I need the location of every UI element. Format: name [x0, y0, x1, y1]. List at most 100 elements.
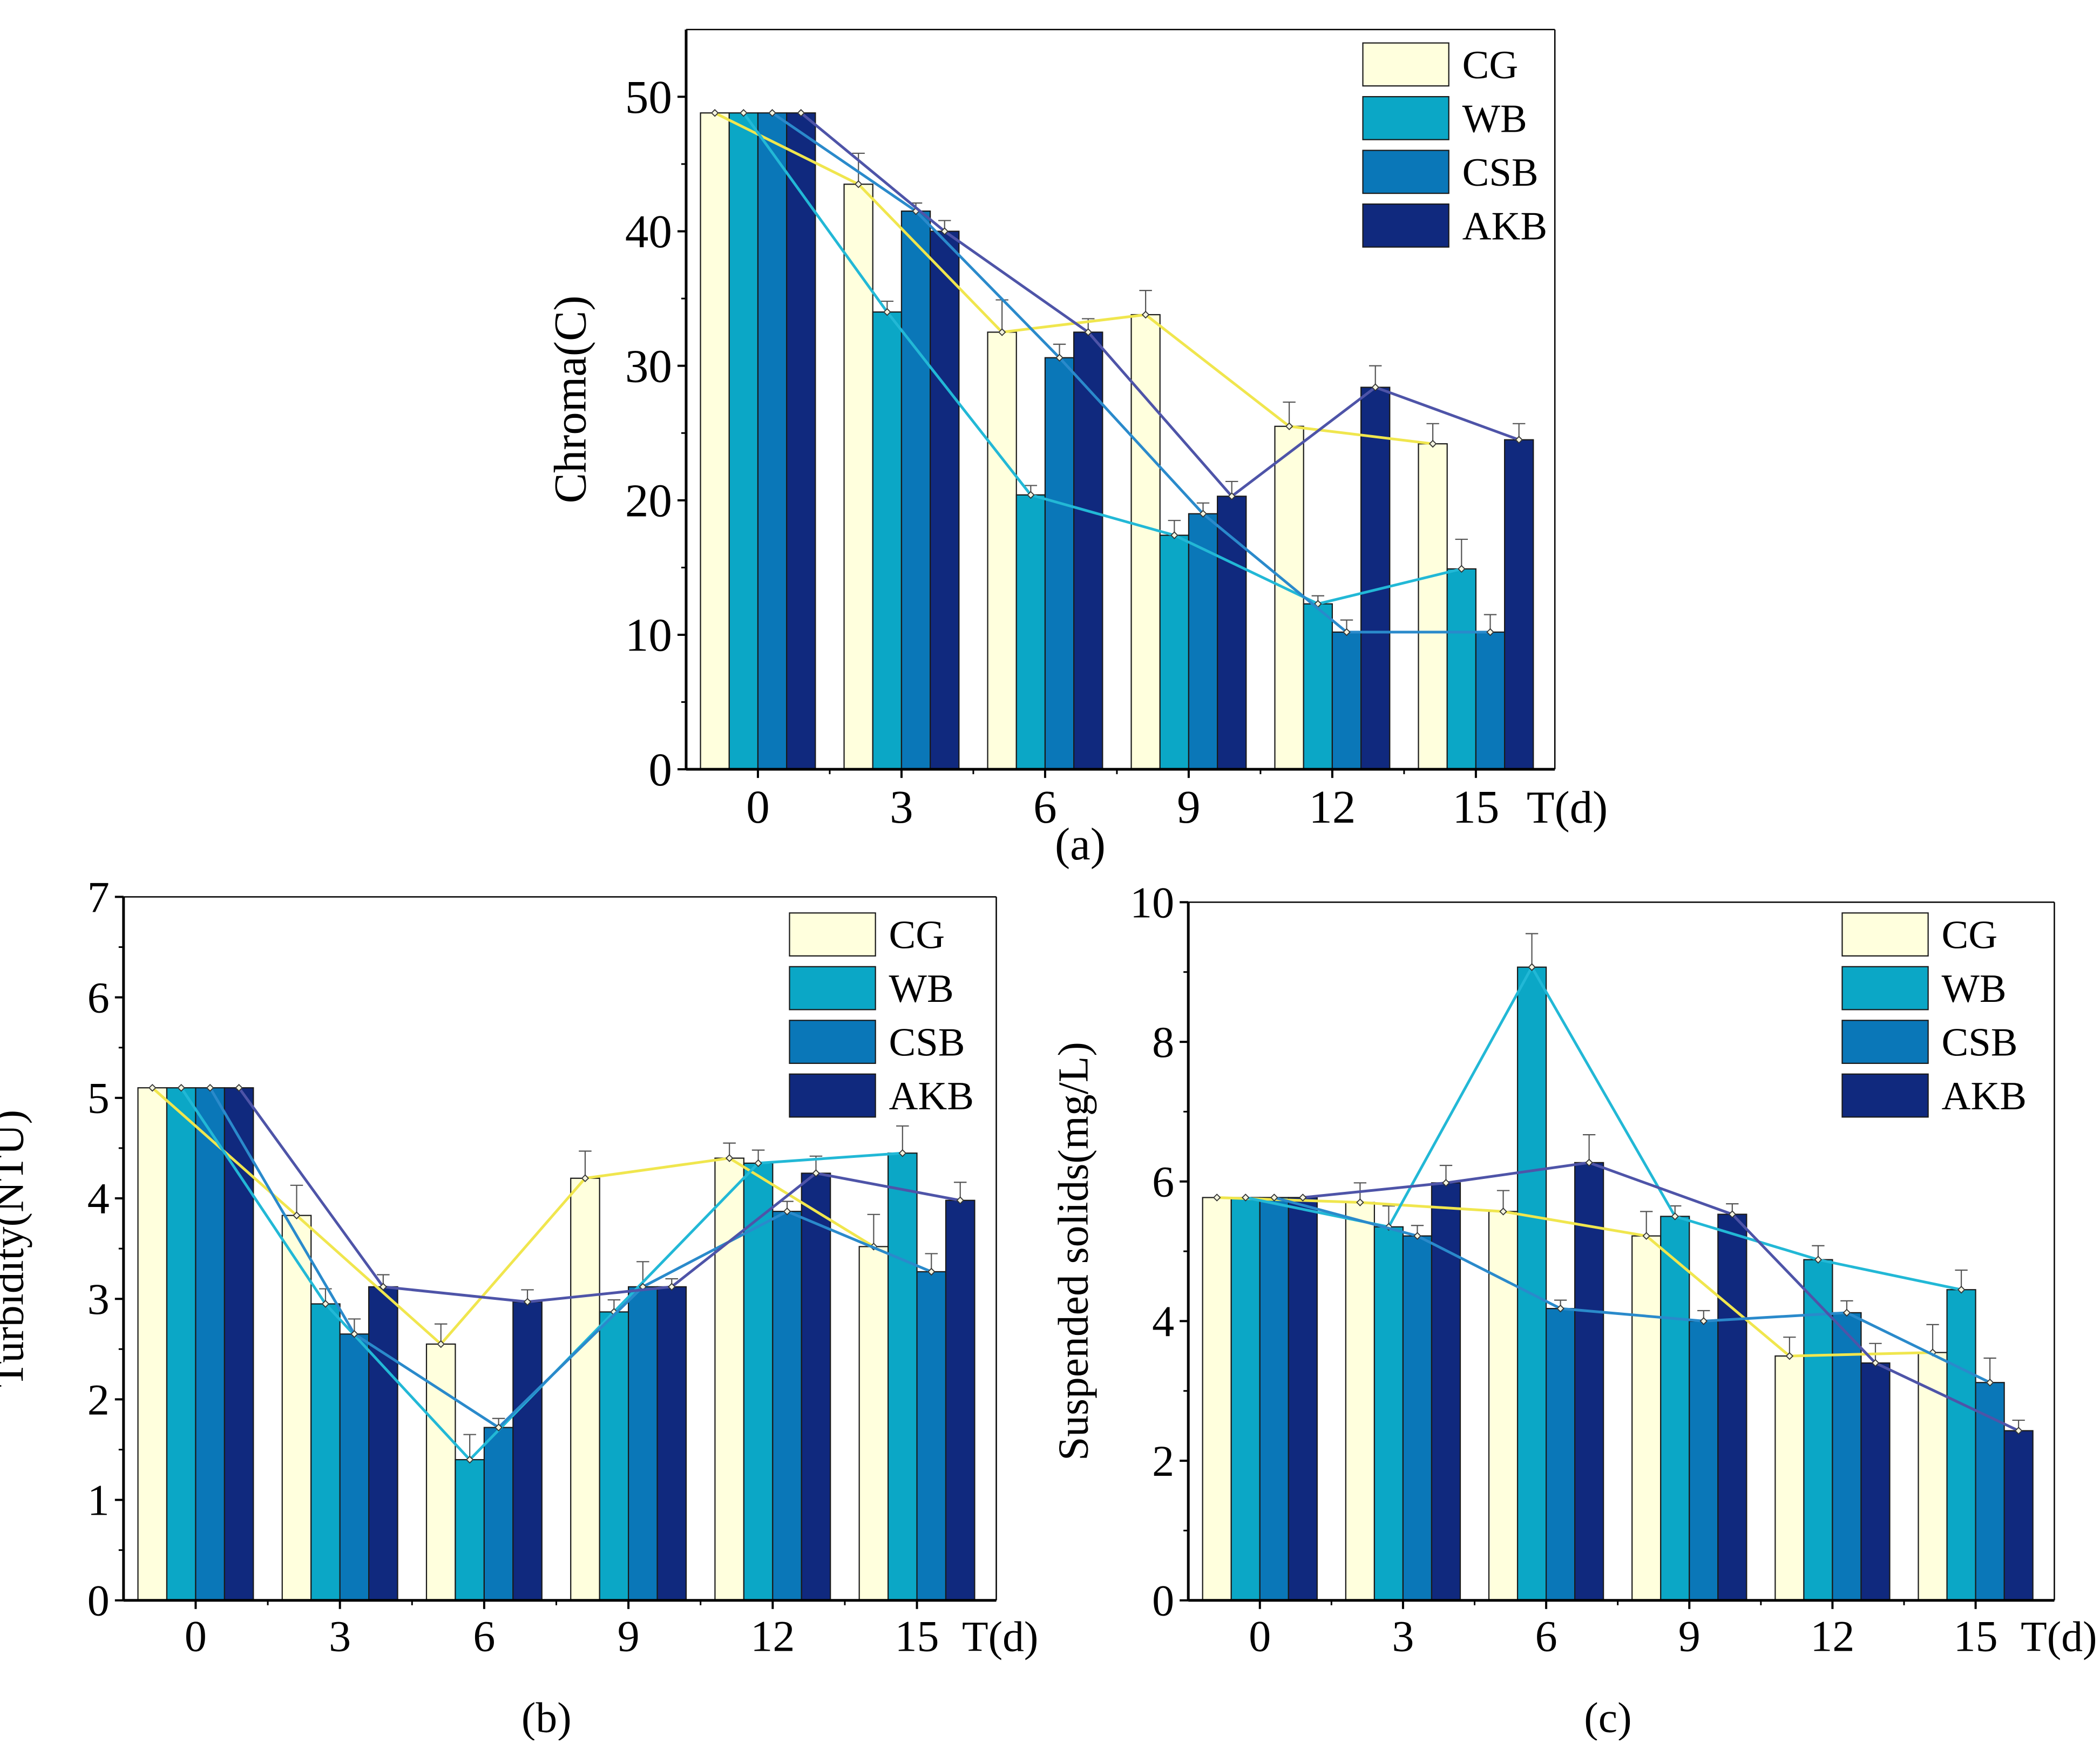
point-a-wb-3: [883, 308, 891, 316]
legend-label-wb: WB: [1462, 97, 1527, 141]
legend: CG WB CSB AKB: [1362, 42, 1547, 248]
y-tick-label: 40: [625, 205, 672, 257]
point-a-cg-9: [1141, 310, 1150, 319]
legend: CG WB CSB AKB: [1841, 912, 2027, 1118]
bar-c-csb-12: [1832, 1312, 1862, 1601]
y-axis-label: Suspended solids(mg/L): [1050, 1042, 1098, 1461]
legend-swatch-cg: [789, 912, 876, 957]
bar-b-wb-12: [743, 1162, 774, 1601]
panel-label: (b): [521, 1694, 572, 1740]
point-b-cg-9: [581, 1174, 590, 1183]
point-c-csb-3: [1413, 1232, 1421, 1240]
series-line-csb: [208, 1087, 932, 1429]
y-tick-label: 4: [1152, 1297, 1174, 1346]
x-tick-label: 15: [895, 1612, 939, 1661]
bar-c-cg-0: [1202, 1197, 1232, 1601]
x-tick-label: 12: [1309, 781, 1356, 833]
point-c-cg-12: [1785, 1352, 1794, 1360]
point-b-wb-15: [898, 1149, 907, 1157]
x-tick-label: 15: [1954, 1612, 1998, 1661]
point-c-csb-15: [1986, 1378, 1994, 1387]
y-tick-label: 8: [1152, 1018, 1174, 1067]
point-c-wb-15: [1957, 1285, 1966, 1294]
legend-label-csb: CSB: [889, 1021, 965, 1065]
point-a-csb-15: [1486, 628, 1494, 636]
point-b-csb-0: [206, 1083, 214, 1092]
bar-a-akb-12: [1360, 386, 1391, 770]
point-b-wb-6: [465, 1455, 474, 1464]
bar-b-csb-12: [772, 1211, 802, 1601]
bar-b-wb-0: [166, 1087, 197, 1601]
bar-c-akb-0: [1288, 1197, 1318, 1601]
bar-a-akb-9: [1217, 496, 1247, 770]
y-tick-label: 4: [87, 1174, 110, 1223]
legend-label-akb: AKB: [1942, 1074, 2027, 1118]
legend-swatch-akb: [789, 1073, 876, 1118]
bar-c-akb-15: [2003, 1430, 2034, 1601]
x-tick-label: 0: [1249, 1612, 1271, 1661]
bar-a-akb-15: [1503, 439, 1534, 770]
series-line-csb: [771, 112, 1491, 634]
bar-b-cg-15: [858, 1246, 889, 1601]
point-a-wb-0: [740, 108, 748, 117]
bar-c-cg-9: [1631, 1235, 1662, 1601]
panel-label: (a): [1055, 819, 1106, 870]
x-tick-label: 3: [329, 1612, 351, 1661]
y-tick-label: 30: [625, 340, 672, 392]
point-c-csb-9: [1699, 1317, 1708, 1325]
bar-c-akb-6: [1574, 1162, 1604, 1601]
x-tick-label: 9: [618, 1612, 640, 1661]
x-tick-label: 12: [1810, 1612, 1854, 1661]
legend-label-cg: CG: [889, 913, 945, 958]
point-b-akb-6: [523, 1298, 532, 1306]
bar-a-akb-3: [930, 230, 960, 770]
bar-b-cg-12: [714, 1157, 744, 1601]
series-line-csb: [1273, 1196, 1991, 1384]
point-c-cg-0: [1212, 1193, 1221, 1202]
y-axis-label: Chroma(C): [545, 295, 595, 503]
legend-swatch-cg: [1362, 42, 1449, 87]
bar-b-cg-0: [137, 1087, 168, 1601]
x-tick-label: 0: [746, 781, 770, 833]
point-b-cg-0: [148, 1083, 157, 1092]
bar-c-csb-9: [1689, 1320, 1719, 1601]
point-b-cg-3: [293, 1211, 301, 1219]
bar-a-csb-15: [1475, 631, 1506, 770]
bar-b-wb-6: [455, 1459, 485, 1601]
series-line-akb: [800, 112, 1520, 498]
point-a-wb-15: [1458, 565, 1466, 573]
y-tick-label: 0: [87, 1576, 110, 1625]
y-tick-label: 7: [87, 872, 110, 921]
point-a-wb-6: [1027, 491, 1035, 499]
x-tick-label: 15: [1452, 781, 1499, 833]
bar-c-cg-6: [1488, 1211, 1519, 1601]
x-tick-label: 6: [1033, 781, 1057, 833]
point-c-cg-3: [1356, 1198, 1364, 1206]
bar-c-csb-0: [1259, 1197, 1289, 1601]
bar-c-wb-6: [1516, 966, 1547, 1601]
point-c-wb-0: [1241, 1193, 1250, 1202]
bar-a-akb-0: [786, 112, 816, 770]
point-c-cg-9: [1642, 1232, 1650, 1240]
point-c-akb-9: [1728, 1210, 1737, 1218]
point-a-akb-15: [1515, 436, 1523, 444]
y-tick-label: 5: [87, 1074, 110, 1123]
bar-b-akb-15: [945, 1199, 976, 1601]
point-a-cg-0: [710, 108, 719, 117]
legend-swatch-akb: [1841, 1073, 1929, 1118]
y-axis-label: Turbidity(NTU): [0, 1110, 32, 1387]
panel-label: (c): [1584, 1694, 1631, 1740]
legend-swatch-wb: [1841, 966, 1929, 1010]
point-a-akb-12: [1371, 383, 1379, 391]
point-a-csb-9: [1199, 510, 1207, 518]
bar-b-csb-6: [483, 1427, 514, 1601]
point-b-csb-3: [350, 1330, 358, 1338]
bar-a-cg-6: [987, 331, 1017, 770]
x-axis-label: T(d): [2021, 1613, 2097, 1661]
point-b-cg-6: [437, 1340, 445, 1348]
panel-c: 0 2 4 6 8 10 0 3 6 9 12 15 T(d) Suspended solids(mg/L…: [1050, 878, 2097, 1741]
point-c-akb-15: [2014, 1427, 2023, 1435]
series-line-cg: [1217, 1196, 1933, 1358]
bar-c-akb-3: [1431, 1182, 1461, 1601]
point-a-cg-6: [998, 328, 1006, 336]
